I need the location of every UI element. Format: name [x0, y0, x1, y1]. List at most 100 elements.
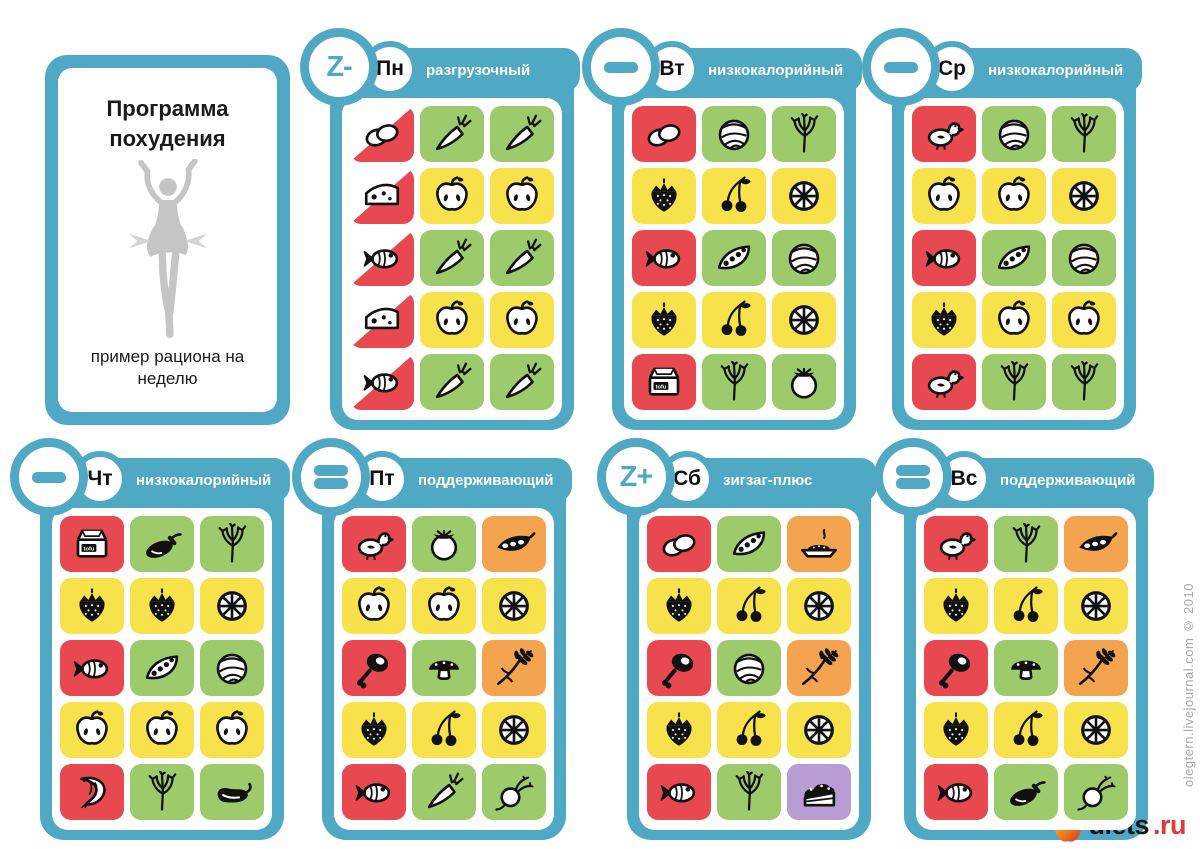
mode-badge — [292, 438, 370, 516]
food-tile-dill — [1052, 354, 1116, 410]
meat-icon — [357, 653, 389, 689]
food-tile-cherries — [717, 578, 781, 634]
tofu-icon: tofu — [76, 529, 108, 558]
cherries-icon — [431, 710, 461, 746]
food-tile-cherries — [994, 702, 1058, 758]
chicken-icon — [939, 532, 976, 560]
citrus-icon — [499, 715, 529, 745]
fish-icon — [645, 249, 681, 269]
tile-grid — [342, 98, 562, 418]
dill-icon — [735, 771, 764, 811]
food-tile-peas — [702, 230, 766, 286]
food-tile-fish — [924, 764, 988, 820]
dill-icon — [720, 361, 749, 401]
mode-badge — [10, 438, 88, 516]
day-type-label: разгрузочный — [426, 61, 531, 79]
food-tile-tofu: tofu — [60, 516, 124, 572]
eggs-icon — [647, 124, 681, 147]
mode-symbol — [604, 59, 638, 75]
cherries-icon — [1013, 710, 1043, 746]
day-card-sun: поддерживающий Вс — [874, 438, 1154, 843]
food-tile-strawberry — [632, 292, 696, 348]
meal-grid-panel — [639, 508, 859, 830]
tile-grid — [334, 508, 554, 828]
day-type-label: зигзаг-плюс — [723, 471, 813, 489]
food-tile-cabbage — [982, 106, 1046, 162]
food-tile-cheese — [350, 292, 414, 348]
food-tile-cabbage — [717, 640, 781, 696]
food-tile-mushroom — [994, 640, 1058, 696]
pepper-icon — [217, 782, 252, 803]
peas-icon — [732, 531, 766, 556]
fish-icon — [363, 249, 399, 269]
cheese-icon — [364, 183, 400, 206]
wheat-icon — [1078, 648, 1116, 686]
cabbage-icon — [1068, 243, 1100, 275]
cherries-icon — [736, 586, 766, 622]
food-tile-citrus — [482, 578, 546, 634]
mode-symbol — [896, 462, 930, 492]
fish-icon — [925, 249, 961, 269]
food-tile-strawberry — [647, 702, 711, 758]
day-type-label: низкокалорийный — [708, 61, 844, 79]
waist-arrow-left — [128, 233, 151, 249]
food-tile-fish — [632, 230, 696, 286]
citrus-icon — [1081, 591, 1111, 621]
food-tile-apple — [60, 702, 124, 758]
food-tile-carrot — [420, 230, 484, 286]
logo-suffix: .ru — [1152, 809, 1187, 840]
carrot-icon — [505, 238, 542, 275]
food-tile-cherries — [717, 702, 781, 758]
meal-grid-panel: tofu — [624, 98, 844, 420]
mushroom-icon — [429, 660, 459, 681]
food-tile-beans — [482, 516, 546, 572]
day-type-label: низкокалорийный — [988, 61, 1124, 79]
fish-icon — [355, 783, 391, 803]
program-title: Программа похудения — [106, 96, 229, 151]
program-subtitle: пример рациона на неделю — [90, 346, 245, 388]
strawberry-icon — [651, 178, 677, 212]
tile-grid — [916, 508, 1136, 828]
svg-text:tofu: tofu — [656, 384, 667, 390]
day-type-label: низкокалорийный — [136, 471, 272, 489]
food-tile-pepper — [200, 764, 264, 820]
strawberry-icon — [651, 302, 677, 336]
food-tile-apple — [200, 702, 264, 758]
strawberry-icon — [943, 588, 969, 622]
day-abbr: Вс — [950, 467, 978, 490]
eggplant-icon — [146, 533, 182, 558]
day-type-label: поддерживающий — [1000, 471, 1136, 489]
food-tile-carrot — [412, 764, 476, 820]
food-tile-carrot — [490, 354, 554, 410]
day-card-tue: низкокалорийный Вт tofu — [582, 28, 862, 433]
cabbage-icon — [733, 653, 765, 685]
food-tile-carrot — [420, 354, 484, 410]
food-tile-citrus — [1064, 702, 1128, 758]
food-tile-fish — [342, 764, 406, 820]
cherries-icon — [721, 176, 751, 212]
food-tile-apple — [1052, 292, 1116, 348]
day-card-thu: низкокалорийный Чт tofu — [10, 438, 290, 843]
apple-icon — [1068, 300, 1100, 335]
radish-icon — [1077, 775, 1116, 811]
mode-symbol — [32, 469, 66, 485]
food-tile-citrus — [1064, 578, 1128, 634]
food-tile-cherries — [412, 702, 476, 758]
food-tile-strawberry — [924, 702, 988, 758]
author-credit: olegtern.livejournal.com © 2010 — [1181, 583, 1196, 787]
beans-icon — [1079, 532, 1118, 551]
mode-badge: Z- — [300, 28, 378, 106]
citrus-icon — [804, 715, 834, 745]
food-tile-dill — [994, 516, 1058, 572]
food-tile-dill — [1052, 106, 1116, 162]
carrot-icon — [435, 238, 472, 275]
food-tile-mushroom — [412, 640, 476, 696]
food-tile-carrot — [490, 106, 554, 162]
food-tile-meat — [342, 640, 406, 696]
food-tile-cheese — [350, 168, 414, 224]
apple-icon — [76, 710, 108, 745]
food-tile-beans — [1064, 516, 1128, 572]
citrus-icon — [804, 591, 834, 621]
food-tile-strawberry — [130, 578, 194, 634]
